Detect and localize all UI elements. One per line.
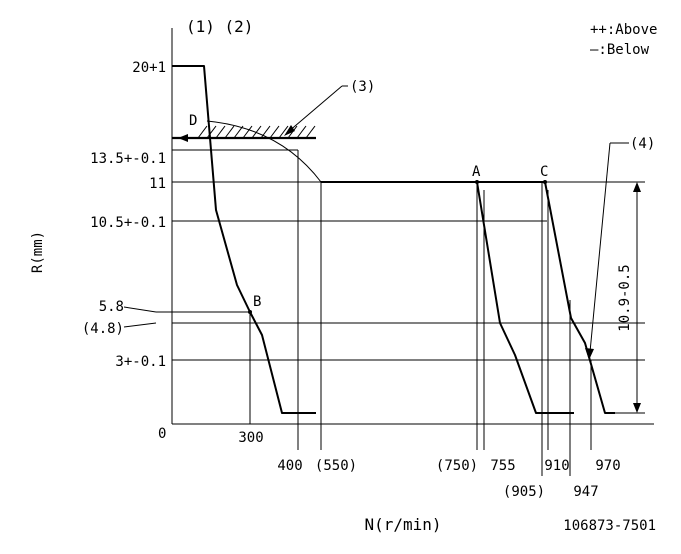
callout-4: (4) (630, 136, 655, 152)
origin-label: 0 (158, 426, 166, 442)
point-C-dot (543, 180, 547, 184)
y-axis-title: R(mm) (30, 231, 46, 273)
x-label-550: (550) (315, 458, 357, 474)
legend-below: —:Below (590, 42, 650, 58)
x-label-755: 755 (490, 458, 515, 474)
x-label-910: 910 (544, 458, 569, 474)
x-label-905: (905) (503, 484, 545, 500)
arc-D (206, 120, 322, 183)
point-B-label: B (253, 294, 261, 310)
x-label-400: 400 (277, 458, 302, 474)
markers-label: (1) (2) (186, 17, 253, 36)
x-axis-title: N(r/min) (364, 515, 441, 534)
legend-above: ++:Above (590, 22, 657, 38)
dimension-label: 10.9-0.5 (617, 264, 633, 331)
point-D-label: D (189, 113, 197, 129)
curve-C (544, 181, 615, 414)
stopper-hatching (197, 125, 316, 139)
curve-A (476, 181, 574, 414)
y-label-10-5: 10.5+-0.1 (90, 215, 166, 231)
arrow-3-head (284, 125, 295, 136)
y-label-13-5: 13.5+-0.1 (90, 151, 166, 167)
callout-3: (3) (350, 79, 375, 95)
arrow-3-leader (287, 85, 343, 133)
arrow-4-shaft (589, 142, 611, 353)
point-B-dot (248, 310, 252, 314)
drawing-number: 106873-7501 (563, 518, 656, 534)
y-label-3: 3+-0.1 (115, 354, 166, 370)
leader-y5-8 (123, 306, 157, 313)
dimension-arrow-bottom (633, 403, 641, 413)
curve-start (172, 65, 316, 414)
arrow-D-head (178, 134, 188, 142)
x-label-970: 970 (595, 458, 620, 474)
leader-y4-8 (123, 322, 157, 328)
y-label-5-8: 5.8 (99, 299, 124, 315)
x-label-947: 947 (573, 484, 598, 500)
point-C-label: C (540, 164, 548, 180)
y-label-4-8: (4.8) (82, 321, 124, 337)
y-label-11: 11 (149, 176, 166, 192)
point-A-label: A (472, 164, 481, 180)
x-label-300: 300 (238, 430, 263, 446)
y-label-20: 20+1 (132, 60, 166, 76)
arrow-4-head (585, 348, 594, 360)
point-A-dot (475, 180, 479, 184)
dimension-arrow-top (633, 182, 641, 192)
x-label-750: (750) (436, 458, 478, 474)
